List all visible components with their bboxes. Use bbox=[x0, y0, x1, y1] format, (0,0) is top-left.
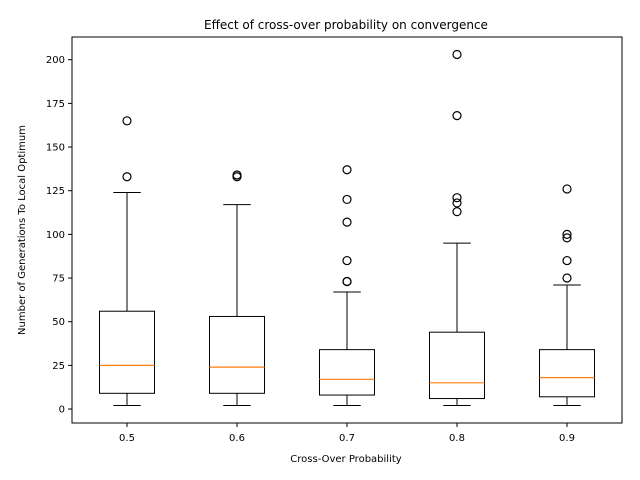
box-group-0.6 bbox=[209, 170, 265, 407]
outlier-point bbox=[342, 255, 352, 266]
box-group-0.5 bbox=[99, 116, 155, 407]
chart-title: Effect of cross-over probability on conv… bbox=[204, 18, 488, 32]
outlier-point bbox=[562, 184, 572, 194]
outlier-point bbox=[342, 165, 352, 175]
outlier-point bbox=[562, 273, 572, 283]
outlier-point bbox=[232, 170, 242, 180]
outlier-point bbox=[452, 198, 462, 208]
y-tick-label: 200 bbox=[46, 55, 65, 66]
x-tick-label: 0.8 bbox=[449, 433, 465, 444]
y-tick-label: 25 bbox=[52, 361, 65, 372]
iqr-box bbox=[429, 331, 485, 400]
outlier-point bbox=[342, 276, 352, 287]
box-marks bbox=[99, 49, 595, 407]
y-axis-label: Number of Generations To Local Optimum bbox=[17, 125, 28, 335]
outlier-point bbox=[452, 193, 462, 203]
outlier-point bbox=[452, 110, 462, 121]
box-group-0.7 bbox=[319, 165, 375, 407]
y-tick-label: 100 bbox=[46, 230, 65, 241]
y-tick-label: 125 bbox=[46, 186, 65, 197]
y-tick-label: 175 bbox=[46, 99, 65, 110]
outlier-point bbox=[452, 207, 462, 217]
x-tick-label: 0.9 bbox=[559, 433, 575, 444]
outlier-point bbox=[452, 49, 462, 60]
x-tick-label: 0.7 bbox=[339, 433, 355, 444]
y-tick-label: 150 bbox=[46, 143, 65, 154]
outlier-point bbox=[562, 255, 572, 266]
iqr-box bbox=[319, 349, 375, 396]
x-tick-label: 0.5 bbox=[119, 433, 135, 444]
iqr-box bbox=[209, 315, 265, 394]
iqr-box bbox=[539, 349, 595, 398]
outlier-point bbox=[342, 217, 352, 227]
x-axis-label: Cross-Over Probability bbox=[290, 454, 401, 465]
x-tick-label: 0.6 bbox=[229, 433, 245, 444]
y-tick-label: 50 bbox=[52, 317, 65, 328]
y-tick-label: 75 bbox=[52, 274, 65, 285]
box-group-0.9 bbox=[539, 184, 595, 407]
iqr-box bbox=[99, 310, 155, 394]
y-tick-label: 0 bbox=[59, 405, 65, 416]
outlier-point bbox=[342, 194, 352, 205]
outlier-point bbox=[122, 172, 132, 182]
outlier-point bbox=[562, 229, 572, 239]
box-group-0.8 bbox=[429, 49, 485, 407]
outlier-point bbox=[122, 116, 132, 126]
axes: 0 25 50 75 100 125 150 175 200 0.5 0.6 0.7 0.8 0.9 bbox=[46, 55, 575, 444]
outlier-point bbox=[562, 233, 572, 243]
